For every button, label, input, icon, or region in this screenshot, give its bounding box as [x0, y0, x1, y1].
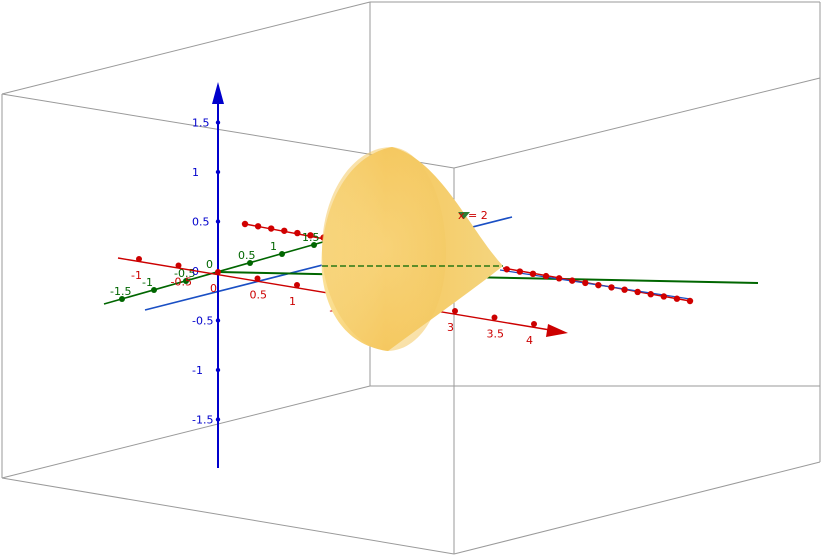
- red-line-point: [307, 232, 314, 239]
- red-line-point: [621, 286, 628, 293]
- red-line-point: [647, 291, 654, 298]
- y-tick-mark: [119, 296, 125, 302]
- x-tick-mark: [294, 282, 300, 288]
- z-tick-label: -0.5: [192, 315, 213, 328]
- x-tick-mark: [215, 269, 221, 275]
- y-tick-mark: [247, 260, 253, 266]
- z-tick-label: 0.5: [192, 216, 210, 229]
- plane-label-text: x = 2: [458, 209, 488, 222]
- red-line-point: [608, 284, 615, 291]
- x-tick-mark: [452, 308, 458, 314]
- y-tick-label: 1.5: [302, 231, 320, 244]
- red-dotted-line-back[interactable]: [241, 220, 331, 241]
- cone-surface[interactable]: [321, 147, 503, 351]
- z-tick-mark: [215, 169, 221, 175]
- plane-label-marker: [458, 212, 470, 219]
- x-tick-label: 1: [289, 295, 296, 308]
- z-tick-mark: [215, 417, 221, 422]
- x-tick-label: 0: [210, 282, 217, 295]
- cone-opening: [322, 147, 447, 351]
- x-tick-label: -0.5: [171, 276, 192, 289]
- y-tick-mark: [183, 278, 189, 284]
- z-tick-label: -1.5: [192, 414, 213, 427]
- x-tick-label: 3: [447, 321, 454, 334]
- box-edge: [1, 1, 371, 95]
- y-tick-mark: [279, 251, 285, 257]
- z-tick-mark: [215, 318, 221, 323]
- red-line-point: [542, 272, 550, 280]
- z-axis-arrow: [212, 82, 224, 104]
- y-tick-label: 0: [206, 258, 213, 271]
- y-tick-label: 1: [270, 240, 277, 253]
- red-line-point: [267, 225, 275, 232]
- red-line-point: [660, 293, 668, 300]
- red-line-point: [686, 297, 694, 305]
- red-line-point: [294, 229, 301, 237]
- box-edge: [1, 385, 371, 479]
- x-tick-mark: [531, 321, 537, 327]
- x-tick-label: 4: [526, 334, 533, 347]
- red-line-point: [516, 268, 524, 275]
- x-tick-label: 0.5: [250, 289, 268, 302]
- z-tick-label: 1.5: [192, 117, 210, 130]
- box-edge: [1, 477, 455, 555]
- red-line-point: [281, 227, 288, 234]
- y-tick-label: -1.5: [110, 285, 131, 298]
- x-tick-mark: [175, 262, 182, 269]
- z-tick-label: 1: [192, 166, 199, 179]
- red-line-point: [241, 220, 249, 228]
- x-tick-mark: [136, 256, 142, 262]
- x-tick-label: 3.5: [487, 328, 505, 341]
- x-tick-mark: [254, 275, 261, 282]
- red-line-point: [503, 266, 510, 273]
- z-tick-label: -1: [192, 364, 203, 377]
- box-edge: [453, 461, 821, 555]
- y-tick-mark: [311, 242, 317, 248]
- red-dotted-line-front[interactable]: [499, 266, 694, 305]
- red-line-point: [673, 295, 681, 302]
- x-tick-label: -1: [131, 269, 142, 282]
- red-line-point: [595, 281, 602, 289]
- plane-label[interactable]: x = 2: [458, 209, 488, 222]
- z-tick-mark: [215, 120, 221, 125]
- red-line-point: [582, 279, 589, 287]
- z-tick-mark: [215, 367, 221, 373]
- y-tick-label: 0.5: [238, 249, 256, 262]
- red-line-point: [569, 277, 576, 284]
- y-tick-label: -1: [142, 276, 153, 289]
- box-edge: [453, 77, 821, 169]
- red-line-point: [555, 275, 563, 282]
- y-tick-mark: [151, 287, 157, 293]
- z-tick-mark: [215, 219, 221, 224]
- x-tick-mark: [491, 314, 498, 321]
- red-line-point: [254, 223, 262, 230]
- red-line-point: [634, 288, 641, 296]
- x-axis-arrow: [546, 324, 568, 337]
- red-line-point: [529, 270, 537, 278]
